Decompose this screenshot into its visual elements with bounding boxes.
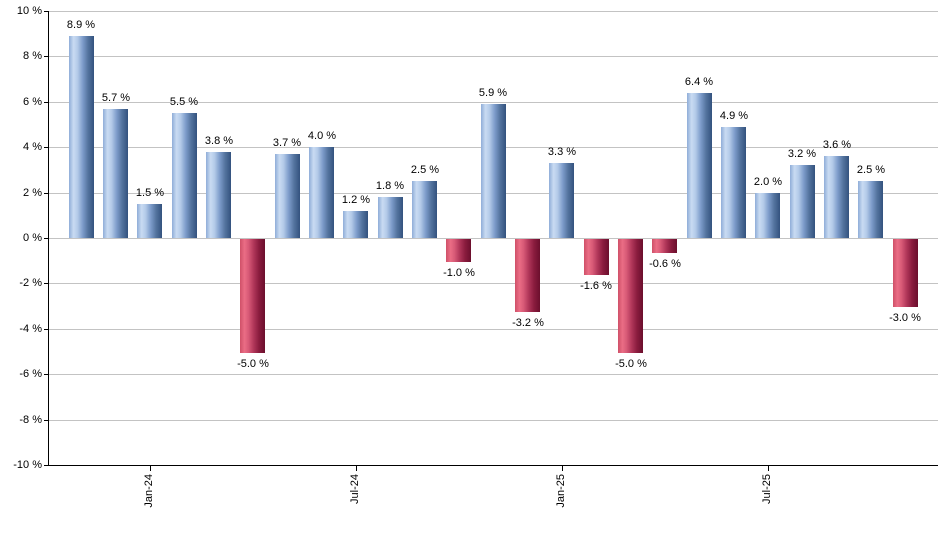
x-tick-label: Jan-25 (555, 474, 567, 508)
gridline (48, 11, 938, 12)
bar (103, 109, 128, 238)
gridline (48, 283, 938, 284)
bar (446, 239, 471, 262)
bar (378, 197, 403, 238)
x-tick-label: Jan-24 (143, 474, 155, 508)
bar-value-label: 1.2 % (341, 194, 371, 206)
bar-value-label: -1.0 % (443, 267, 475, 279)
y-tick-label: 4 % (23, 141, 42, 153)
y-tick-label: 8 % (23, 50, 42, 62)
y-tick-label: -8 % (19, 414, 42, 426)
gridline (48, 374, 938, 375)
bar-value-label: -1.6 % (580, 280, 612, 292)
bar-value-label: 2.5 % (856, 164, 886, 176)
y-tick-label: 2 % (23, 187, 42, 199)
y-axis-tick (44, 56, 48, 57)
y-axis-tick (44, 374, 48, 375)
y-axis-tick (44, 193, 48, 194)
x-axis (48, 465, 938, 466)
x-axis-tick (356, 466, 357, 471)
y-axis-tick (44, 283, 48, 284)
bar (172, 113, 197, 238)
y-axis-tick (44, 147, 48, 148)
bar-value-label: -5.0 % (615, 358, 647, 370)
bar (275, 154, 300, 238)
bar-value-label: 2.0 % (753, 176, 783, 188)
bar-value-label: 3.3 % (547, 146, 577, 158)
x-axis-tick (562, 466, 563, 471)
bar-value-label: 5.9 % (478, 87, 508, 99)
y-tick-label: -2 % (19, 277, 42, 289)
bar (824, 156, 849, 238)
y-tick-label: 0 % (23, 232, 42, 244)
bar (69, 36, 94, 238)
bar (343, 211, 368, 238)
bar-value-label: 4.9 % (719, 110, 749, 122)
bar-value-label: -5.0 % (237, 358, 269, 370)
bar (549, 163, 574, 238)
bar (893, 239, 918, 307)
bar (755, 193, 780, 238)
gridline (48, 420, 938, 421)
y-tick-label: -10 % (13, 459, 42, 471)
bar-value-label: 1.8 % (375, 180, 405, 192)
y-axis-tick (44, 102, 48, 103)
bar-value-label: 3.7 % (272, 137, 302, 149)
bar-value-label: 3.8 % (204, 135, 234, 147)
y-axis-tick (44, 329, 48, 330)
bar-value-label: 2.5 % (410, 164, 440, 176)
gridline (48, 238, 938, 239)
bar (481, 104, 506, 238)
y-tick-label: -4 % (19, 323, 42, 335)
bar-value-label: 8.9 % (66, 19, 96, 31)
bar (309, 147, 334, 238)
bar (858, 181, 883, 238)
y-tick-label: -6 % (19, 368, 42, 380)
bar (790, 165, 815, 238)
bar-value-label: 5.5 % (169, 96, 199, 108)
y-axis-tick (44, 11, 48, 12)
y-axis-tick (44, 420, 48, 421)
bar (240, 239, 265, 353)
y-axis-tick (44, 238, 48, 239)
bar-value-label: 3.6 % (822, 139, 852, 151)
bar-value-label: 4.0 % (307, 130, 337, 142)
bar (652, 239, 677, 253)
bar (206, 152, 231, 238)
gridline (48, 329, 938, 330)
x-axis-tick (768, 466, 769, 471)
x-tick-label: Jul-25 (761, 474, 773, 504)
bar-value-label: -3.0 % (889, 312, 921, 324)
bar-value-label: 3.2 % (787, 148, 817, 160)
bar (618, 239, 643, 353)
y-axis (48, 11, 49, 466)
bar (412, 181, 437, 238)
gridline (48, 102, 938, 103)
bar (687, 93, 712, 238)
y-tick-label: 6 % (23, 96, 42, 108)
bar-value-label: 5.7 % (101, 92, 131, 104)
bar (584, 239, 609, 275)
bar-value-label: 6.4 % (684, 76, 714, 88)
y-axis-tick (44, 465, 48, 466)
x-axis-tick (150, 466, 151, 471)
bar (515, 239, 540, 312)
bar-value-label: 1.5 % (135, 187, 165, 199)
bar-value-label: -0.6 % (649, 258, 681, 270)
x-tick-label: Jul-24 (349, 474, 361, 504)
bar (137, 204, 162, 238)
bar-value-label: -3.2 % (512, 317, 544, 329)
bar (721, 127, 746, 238)
gridline (48, 56, 938, 57)
y-tick-label: 10 % (16, 5, 42, 17)
